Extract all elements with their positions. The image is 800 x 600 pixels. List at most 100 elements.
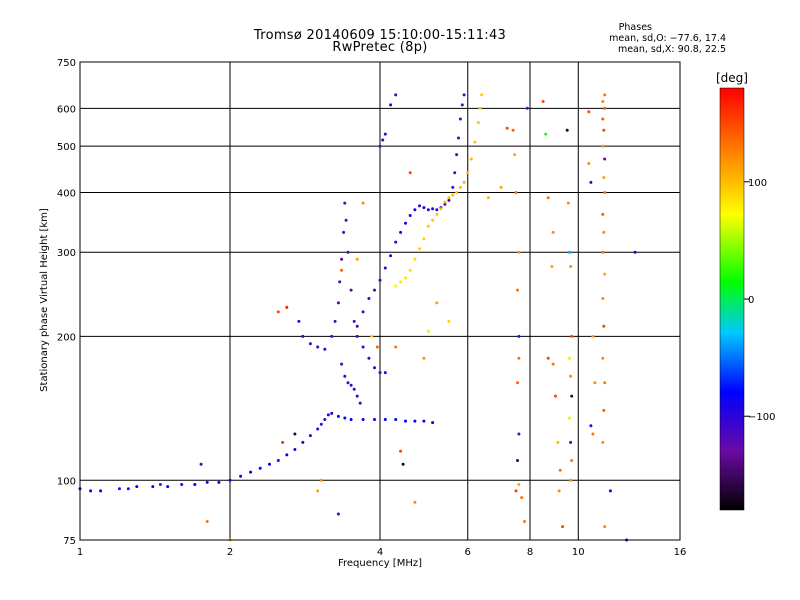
data-point — [587, 162, 591, 165]
data-point — [394, 240, 398, 244]
x-tick-label: 8 — [527, 547, 533, 558]
data-point — [546, 356, 550, 360]
data-point — [378, 371, 382, 375]
chart-subtitle: RwPretec (8p) — [332, 40, 428, 55]
data-point — [408, 171, 412, 175]
data-point — [469, 157, 473, 161]
data-point — [217, 480, 221, 484]
data-point — [589, 180, 593, 184]
data-point — [473, 140, 477, 144]
data-point — [435, 212, 439, 216]
data-point — [455, 191, 459, 194]
data-point — [480, 93, 484, 97]
data-point — [276, 459, 280, 462]
data-point — [401, 462, 405, 466]
data-point — [361, 201, 365, 205]
data-point — [601, 100, 605, 103]
data-point — [293, 432, 297, 436]
data-point — [118, 487, 121, 491]
data-point — [323, 418, 327, 421]
data-point — [439, 207, 443, 211]
data-point — [316, 489, 320, 493]
colorbar-tick-label: −100 — [748, 412, 775, 423]
data-point — [355, 394, 359, 398]
data-point — [239, 474, 243, 478]
data-point — [422, 419, 426, 423]
data-point — [443, 202, 447, 206]
data-point — [514, 489, 518, 493]
data-point — [330, 334, 334, 338]
data-point — [458, 185, 462, 189]
data-point — [568, 250, 571, 254]
data-point — [603, 93, 607, 97]
data-point — [301, 440, 305, 444]
phases-x-line: mean, sd,X: 90.8, 22.5 — [617, 44, 726, 55]
data-point — [367, 356, 371, 360]
data-point — [426, 224, 430, 228]
data-point — [551, 230, 555, 234]
data-point — [517, 356, 521, 360]
data-point — [426, 329, 430, 333]
data-point — [486, 196, 490, 200]
data-point — [435, 301, 439, 305]
y-axis-ticks: 75 100 200 300 400 500 600 750 — [57, 58, 76, 547]
data-point — [342, 230, 346, 234]
data-point — [566, 201, 570, 205]
data-point — [601, 297, 605, 300]
data-point — [569, 440, 573, 444]
data-point — [358, 401, 362, 405]
y-tick-label: 600 — [57, 104, 76, 115]
data-point — [587, 110, 591, 114]
x-axis-label: Frequency [MHz] — [338, 558, 422, 569]
data-point — [546, 196, 550, 200]
data-point — [413, 257, 417, 261]
data-point — [361, 418, 365, 421]
data-point — [523, 520, 526, 523]
plot-frame — [79, 61, 681, 541]
data-point — [591, 334, 595, 338]
data-point — [413, 419, 417, 423]
data-point — [346, 381, 350, 385]
data-point — [285, 305, 289, 309]
data-point — [633, 250, 637, 254]
colorbar-tick-label: 0 — [748, 295, 754, 306]
data-point — [569, 478, 573, 482]
data-point — [570, 394, 574, 398]
x-tick-label: 1 — [77, 547, 83, 558]
data-point — [603, 381, 607, 385]
data-point — [404, 221, 407, 225]
x-axis-ticks: 1 2 4 6 8 10 16 — [77, 547, 687, 558]
data-point — [413, 500, 417, 504]
data-point — [389, 254, 393, 258]
data-point — [370, 334, 374, 338]
data-point — [326, 413, 330, 417]
y-axis-label: Stationary phase Virtual Height [km] — [39, 208, 50, 392]
data-point — [319, 422, 323, 426]
data-point — [349, 288, 353, 292]
y-tick-label: 200 — [57, 332, 76, 343]
data-point — [516, 459, 519, 462]
data-point — [550, 265, 554, 268]
data-point — [525, 106, 529, 110]
y-tick-label: 300 — [57, 248, 76, 259]
colorbar-tick-label: 100 — [748, 178, 767, 189]
data-point — [126, 487, 130, 491]
data-point — [462, 180, 466, 184]
y-tick-label: 500 — [57, 142, 76, 153]
chart-title: Tromsø 20140609 15:10:00-15:11:43 — [253, 28, 507, 43]
data-point — [373, 288, 376, 292]
data-point — [336, 512, 340, 516]
data-point — [340, 257, 344, 261]
data-point — [457, 136, 460, 140]
data-point — [394, 418, 398, 421]
data-point — [431, 421, 435, 425]
x-tick-label: 2 — [227, 547, 233, 558]
data-point — [340, 362, 344, 366]
data-point — [375, 345, 379, 349]
data-point — [404, 419, 407, 423]
data-point — [418, 247, 421, 251]
data-point — [355, 257, 359, 261]
data-point — [557, 489, 561, 493]
data-point — [408, 214, 412, 217]
data-point — [568, 356, 571, 360]
